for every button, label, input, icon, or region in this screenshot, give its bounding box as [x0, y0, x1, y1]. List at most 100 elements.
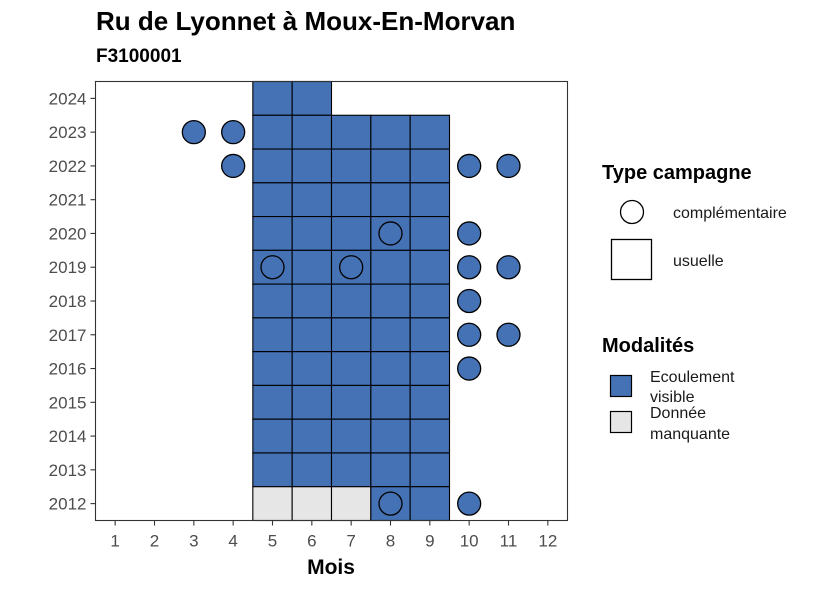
complementaire-point [496, 322, 521, 347]
usuelle-tile [409, 148, 451, 184]
y-tick-label: 2016 [49, 360, 87, 379]
x-tick-label: 5 [268, 532, 277, 551]
legend-usuelle-key [610, 238, 653, 281]
usuelle-tile [409, 351, 451, 386]
usuelle-tile [291, 216, 333, 251]
legend-modalites-title: Modalités [602, 335, 694, 357]
usuelle-tile [370, 114, 411, 150]
y-tick-label: 2018 [49, 292, 87, 311]
y-axis: 2012 2013 2014 2015 2016 2017 2018 2019 2020 2021… [49, 89, 96, 514]
complementaire-point [457, 255, 482, 280]
y-tick-label: 2019 [49, 258, 87, 277]
legend-ecoulement-key [609, 374, 633, 398]
usuelle-tile [370, 148, 411, 184]
legend-complementaire-label: complémentaire [673, 205, 787, 222]
x-tick-label: 8 [386, 532, 395, 551]
complementaire-point [378, 221, 403, 246]
x-tick-label: 10 [460, 532, 479, 551]
usuelle-tile [291, 182, 333, 218]
usuelle-tile [291, 249, 333, 285]
x-tick-label: 1 [110, 532, 119, 551]
x-tick-label: 11 [500, 532, 518, 551]
usuelle-tile [291, 80, 333, 116]
y-tick-label: 2023 [49, 123, 87, 142]
x-axis-title: Mois [307, 556, 355, 579]
x-tick-label: 12 [538, 532, 557, 551]
usuelle-tile [252, 114, 293, 150]
legend-type-title: Type campagne [602, 162, 752, 184]
usuelle-tile [409, 486, 451, 522]
legend-ecoulement-label-line2: visible [650, 389, 695, 406]
complementaire-point [496, 153, 521, 179]
usuelle-tile [409, 418, 451, 454]
usuelle-tile [409, 384, 451, 420]
complementaire-point [378, 491, 403, 516]
usuelle-tiles [252, 80, 451, 522]
legend-usuelle-label: usuelle [673, 253, 724, 270]
y-tick-label: 2012 [49, 495, 87, 514]
legend-ecoulement-label-line1: Ecoulement [650, 369, 735, 386]
x-tick-label: 7 [346, 532, 355, 551]
usuelle-tile [330, 384, 372, 420]
x-tick-label: 2 [150, 532, 159, 551]
legend-complementaire-key [619, 199, 645, 225]
x-tick-label: 3 [189, 532, 198, 551]
usuelle-tile [370, 418, 411, 454]
usuelle-tile [409, 452, 451, 488]
usuelle-tile [370, 317, 411, 353]
legend-manquante-label-line2: manquante [650, 426, 730, 443]
x-tick-label: 4 [228, 532, 237, 551]
y-tick-label: 2021 [49, 191, 87, 210]
chart-title: Ru de Lyonnet à Moux-En-Morvan [96, 6, 516, 36]
usuelle-tile [252, 182, 293, 218]
x-tick-label: 6 [307, 532, 316, 551]
usuelle-tile [370, 384, 411, 420]
usuelle-tile [409, 182, 451, 218]
usuelle-tile [291, 418, 333, 454]
usuelle-tile [330, 148, 372, 184]
y-tick-label: 2020 [49, 224, 87, 243]
usuelle-tile [252, 486, 293, 522]
usuelle-tile [370, 351, 411, 386]
usuelle-tile [409, 114, 451, 150]
usuelle-tile [330, 182, 372, 218]
usuelle-tile [330, 114, 372, 150]
legend: Type campagne complémentaire usuelle Mod… [602, 162, 787, 443]
complementaire-point [181, 120, 206, 145]
usuelle-tile [370, 452, 411, 488]
usuelle-tile [291, 283, 333, 319]
complementaire-point [457, 288, 482, 314]
usuelle-tile [252, 418, 293, 454]
usuelle-tile [409, 216, 451, 251]
usuelle-tile [291, 452, 333, 488]
usuelle-tile [409, 283, 451, 319]
usuelle-tile [252, 283, 293, 319]
usuelle-tile [370, 283, 411, 319]
y-tick-label: 2024 [49, 89, 87, 108]
complementaire-point [339, 255, 364, 280]
complementaire-point [496, 255, 521, 280]
complementaire-point [260, 255, 285, 280]
usuelle-tile [330, 486, 372, 522]
x-axis: 1 2 3 4 5 6 7 8 9 10 11 12 [110, 520, 557, 551]
usuelle-tile [330, 351, 372, 386]
complementaire-point [457, 356, 482, 381]
usuelle-tile [252, 317, 293, 353]
usuelle-tile [252, 216, 293, 251]
usuelle-tile [291, 317, 333, 353]
chart-subtitle: F3100001 [96, 46, 182, 67]
usuelle-tile [330, 452, 372, 488]
y-tick-label: 2013 [49, 461, 87, 480]
y-tick-label: 2022 [49, 157, 87, 176]
usuelle-tile [330, 418, 372, 454]
legend-manquante-label-line1: Donnée [650, 405, 706, 422]
usuelle-tile [330, 317, 372, 353]
usuelle-tile [252, 384, 293, 420]
usuelle-tile [330, 216, 372, 251]
usuelle-tile [291, 114, 333, 150]
complementaire-point [457, 322, 482, 347]
legend-manquante-key [609, 410, 633, 434]
usuelle-tile [291, 351, 333, 386]
complementaire-point [457, 153, 482, 179]
